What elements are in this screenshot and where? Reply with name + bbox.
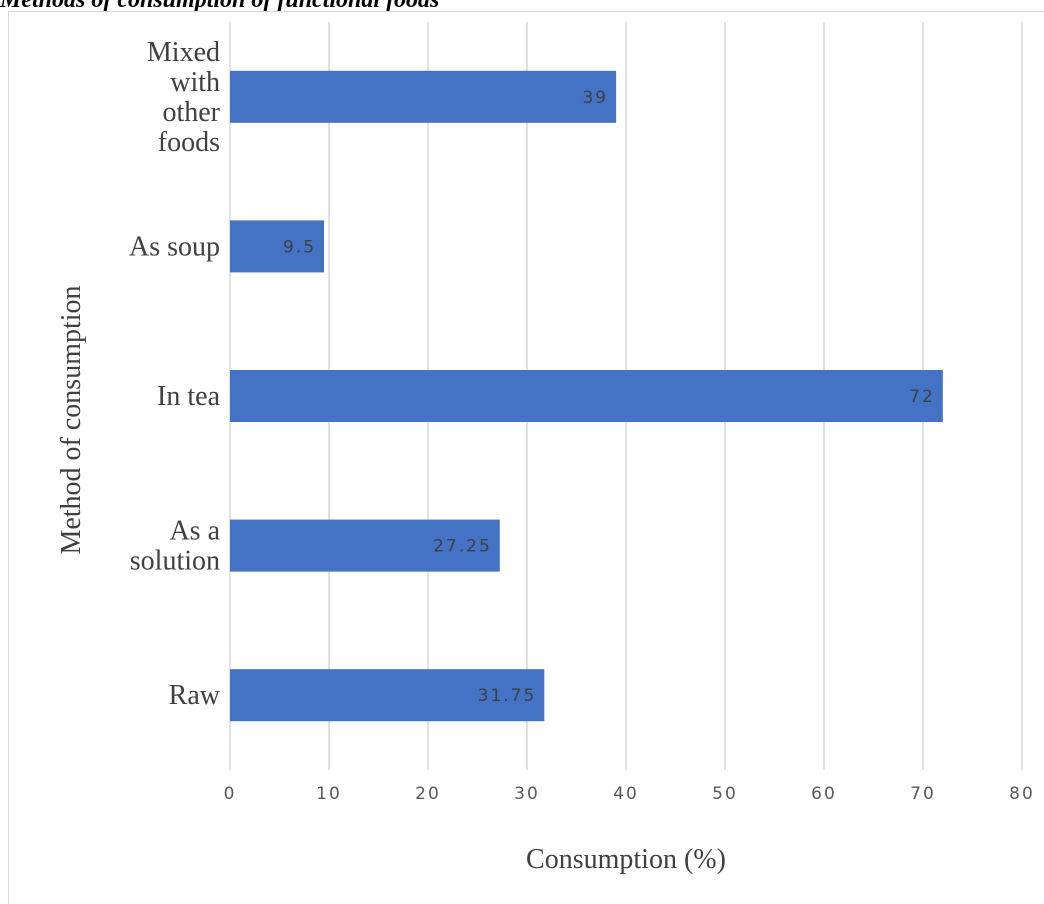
x-tick-label: 30 [514,784,540,804]
chart-frame [8,11,1044,904]
category-label: As soup [129,231,220,262]
x-tick-label: 50 [712,784,738,804]
x-tick-labels: 0 10 20 30 40 50 60 70 80 [224,784,1035,804]
category-label: In tea [157,381,221,412]
category-label: Mixed with other foods [147,37,221,158]
data-labels: 31.75 27.25 72 9.5 39 [283,88,935,706]
bar [230,70,617,123]
category-labels: Raw As a solution In tea As soup Mixed with oth… [129,37,221,711]
x-tick-label: 70 [910,784,936,804]
y-axis-title: Method of consumption [56,285,87,554]
bar [230,669,545,722]
bar [230,519,500,572]
data-label: 39 [582,88,608,108]
chart-title: Methods of consumption of functional foo… [0,0,440,13]
category-label: Raw [169,680,221,711]
category-label: As a solution [130,516,221,577]
bars [230,70,943,722]
data-label: 31.75 [478,686,537,706]
x-tick-label: 60 [811,784,837,804]
bar [230,370,943,422]
x-axis-title: Consumption (%) [526,844,726,875]
data-label: 72 [909,387,935,407]
bar [230,220,325,273]
data-label: 9.5 [283,237,316,257]
x-tick-label: 10 [316,784,342,804]
x-tick-label: 20 [415,784,441,804]
x-tick-label: 0 [224,784,237,804]
x-tick-label: 40 [613,784,639,804]
x-tick-label: 80 [1009,784,1035,804]
data-label: 27.25 [433,537,492,557]
